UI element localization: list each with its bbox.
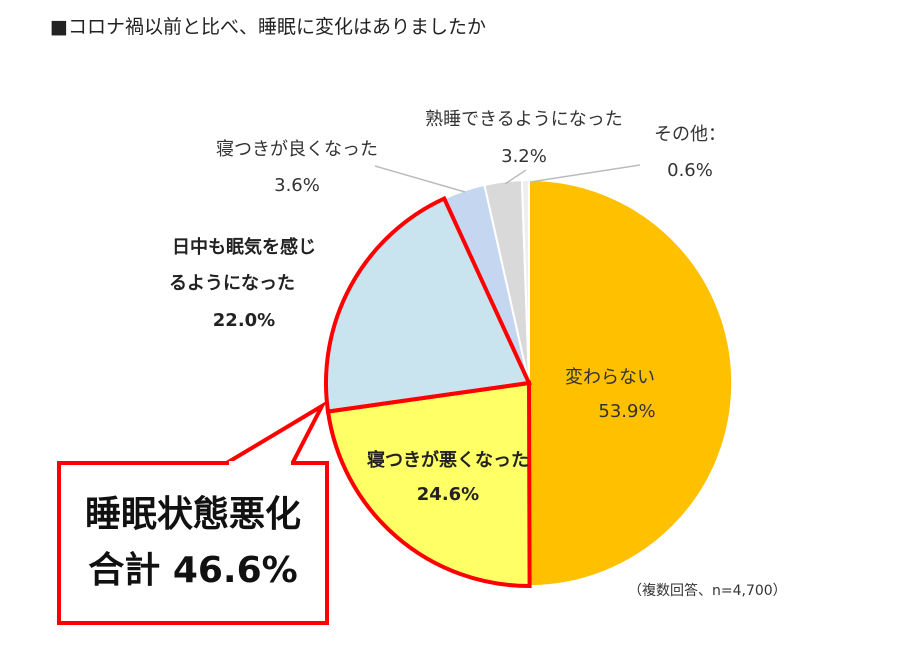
highlight-outline	[324, 195, 532, 589]
callout-line-2: 合計 46.6%	[88, 550, 298, 591]
callout-line-1: 睡眠状態悪化	[84, 494, 301, 536]
leader-lines	[374, 164, 641, 193]
callout-pointer	[217, 400, 328, 466]
slice-value-1: 53.9%	[598, 401, 655, 422]
pie-slice-1	[528, 178, 734, 588]
chart-title: ■コロナ禍以前と比べ、睡眠に変化はありましたか	[50, 16, 486, 38]
slice-value-3: 22.0%	[213, 310, 275, 331]
leader-line-5	[504, 169, 527, 185]
pie-slice-6	[520, 178, 530, 384]
slice-label-1: 変わらない	[565, 367, 655, 388]
slice-label-2: 寝つきが悪くなった	[367, 449, 529, 471]
sample-note: （複数回答、n=4,700）	[628, 583, 787, 599]
slice-value-5: 3.2%	[501, 146, 547, 167]
slice-value-4: 3.6%	[274, 175, 320, 196]
leader-line-6	[529, 164, 641, 183]
slice-value-2: 24.6%	[417, 484, 479, 505]
highlight-slice-3	[324, 195, 532, 414]
slice-label-6: その他：	[654, 124, 726, 145]
callout-joint	[229, 461, 291, 467]
pie-slices	[325, 178, 734, 588]
slice-label-3-line-1: 日中も眠気を感じ	[172, 236, 316, 258]
callout-box: 睡眠状態悪化 合計 46.6%	[57, 461, 329, 625]
leader-line-4	[374, 165, 466, 193]
highlight-slice-2	[325, 380, 532, 589]
slice-label-3-line-2: るようになった	[169, 273, 295, 294]
slice-value-6: 0.6%	[667, 160, 713, 181]
slice-label-4: 寝つきが良くなった	[216, 139, 378, 160]
slice-label-5: 熟睡できるようになった	[425, 109, 623, 130]
